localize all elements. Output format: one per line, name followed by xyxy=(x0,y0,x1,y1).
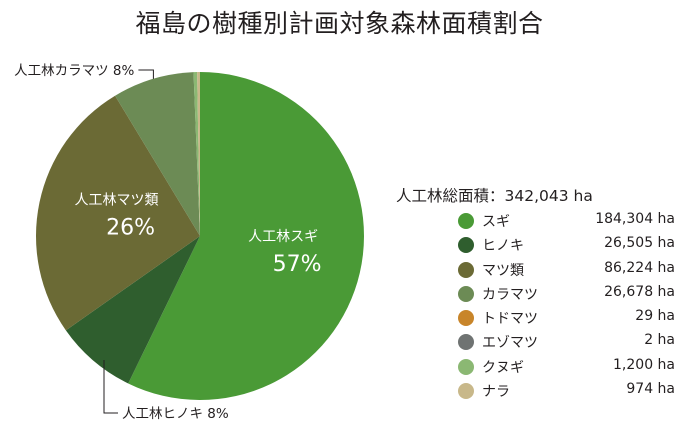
legend-item: エゾマツ 2 ha xyxy=(458,331,678,355)
legend: スギ 184,304 ha ヒノキ 26,505 ha マツ類 86,224 h… xyxy=(458,210,678,404)
slice-label-percent: 57% xyxy=(273,252,322,277)
legend-swatch xyxy=(458,358,474,375)
pie-slice-karamatsu xyxy=(115,72,200,236)
callout-line xyxy=(103,360,118,414)
total-area-label: 人工林総面積：342,043 ha xyxy=(396,187,593,205)
slice-label-name: 人工林マツ類 xyxy=(75,192,159,208)
legend-item: トドマツ 29 ha xyxy=(458,307,678,331)
legend-swatch xyxy=(458,334,474,351)
pie-slice-sugi xyxy=(128,72,364,401)
legend-swatch xyxy=(458,237,474,254)
legend-swatch xyxy=(458,213,474,229)
legend-value: 86,224 ha xyxy=(604,259,675,276)
legend-name: トドマツ xyxy=(482,311,538,328)
pie-slice-kunugi xyxy=(193,72,200,236)
legend-name: エゾマツ xyxy=(482,335,538,352)
pie-slice-nara xyxy=(197,72,200,236)
legend-value: 29 ha xyxy=(635,308,675,325)
legend-value: 26,678 ha xyxy=(604,283,675,300)
legend-swatch xyxy=(458,310,474,327)
legend-swatch xyxy=(458,261,474,278)
legend-value: 184,304 ha xyxy=(595,211,675,227)
callout-label: 人工林ヒノキ 8% xyxy=(122,406,229,422)
slice-label-name: 人工林スギ xyxy=(248,229,318,245)
legend-item: ヒノキ 26,505 ha xyxy=(458,234,678,258)
legend-name: マツ類 xyxy=(482,262,524,279)
chart-title: 福島の樹種別計画対象森林面積割合 xyxy=(135,9,544,38)
legend-item: マツ類 86,224 ha xyxy=(458,259,678,283)
pie-slice-hinoki xyxy=(65,236,201,384)
legend-swatch xyxy=(458,383,474,400)
legend-name: ナラ xyxy=(482,384,510,401)
legend-value: 26,505 ha xyxy=(604,235,675,252)
legend-value: 974 ha xyxy=(626,381,675,398)
legend-swatch xyxy=(458,285,474,302)
legend-name: カラマツ xyxy=(482,286,538,303)
legend-item: スギ 184,304 ha xyxy=(458,210,678,234)
callout-label: 人工林カラマツ 8% xyxy=(14,63,134,79)
legend-name: スギ xyxy=(482,214,510,230)
legend-value: 2 ha xyxy=(644,332,675,349)
legend-item: カラマツ 26,678 ha xyxy=(458,283,678,307)
pie-slice-matsu xyxy=(35,95,200,331)
callout-line xyxy=(138,69,154,79)
legend-item: ナラ 974 ha xyxy=(458,380,678,404)
slice-label-percent: 26% xyxy=(106,215,155,240)
legend-name: クヌギ xyxy=(482,359,524,376)
legend-value: 1,200 ha xyxy=(613,356,675,373)
legend-name: ヒノキ xyxy=(482,238,524,255)
legend-item: クヌギ 1,200 ha xyxy=(458,356,678,380)
